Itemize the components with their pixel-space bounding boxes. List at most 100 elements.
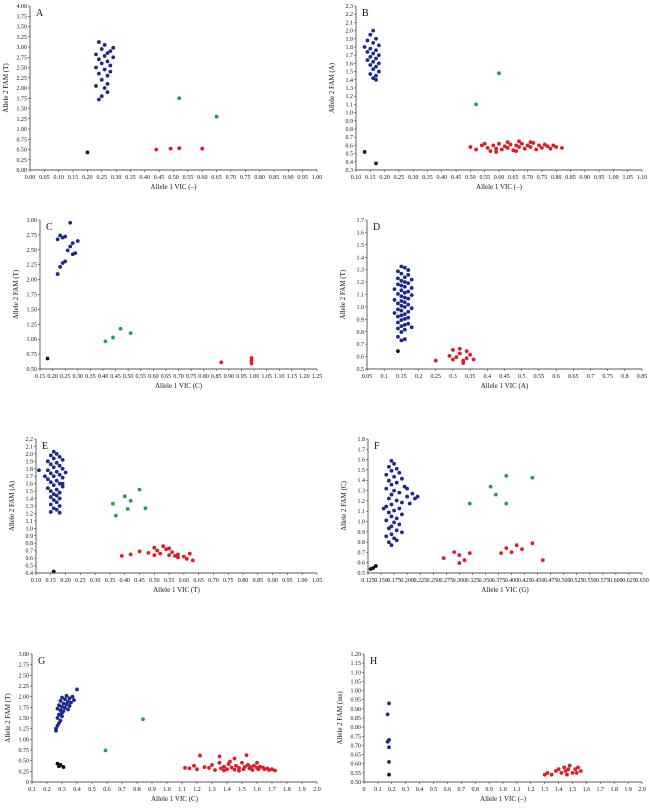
data-point-red [461,361,466,365]
data-point-blue [51,474,56,479]
data-point-blue [402,265,407,270]
y-tick-label: 1.8 [26,467,34,473]
data-point-blue [399,338,404,343]
x-tick-label: 0.75 [240,175,251,181]
y-tick-label: 1.20 [351,652,362,658]
data-point-blue [386,510,391,515]
data-point-blue [60,457,65,462]
data-point-red [554,145,559,149]
data-point-black [374,161,378,166]
x-tick-label: 0.65 [193,578,204,584]
x-tick-label: 0.7 [458,787,466,793]
data-point-blue [374,48,378,53]
x-tick-label: 0.85 [269,175,280,181]
x-tick-label: 0.20 [60,578,71,584]
data-point-red [222,764,226,769]
x-tick-label: 0.600 [609,578,623,584]
data-point-red [578,769,583,773]
data-point-blue [54,469,59,474]
data-point-red [462,558,467,562]
x-tick-label: 1.7 [268,787,276,793]
data-point-blue [392,508,396,513]
data-point-red [545,144,550,149]
y-tick-label: 1.4 [358,478,366,484]
y-tick-label: 1.25 [19,727,30,733]
data-point-green [128,498,133,503]
x-tick-label: 0.10 [351,175,362,181]
x-tick-label: 0.9 [148,787,156,793]
data-point-red [451,357,455,362]
y-tick-label: 1.2 [346,94,354,100]
x-tick-label: 0.350 [479,578,493,584]
data-point-green [493,492,498,497]
data-point-black [57,764,61,769]
x-tick-label: 1.8 [283,787,291,793]
data-point-red [228,759,232,764]
x-tick-label: 0.2 [43,787,51,793]
data-point-blue [365,38,370,43]
data-point-green [488,484,493,489]
data-point-red [249,361,254,366]
data-point-blue [394,480,399,485]
data-point-red [457,351,462,356]
data-point-blue [374,64,378,69]
data-point-red [494,150,499,154]
data-point-blue [399,299,404,303]
y-tick-label: 1.00 [17,127,28,133]
y-tick-label: 1.8 [346,45,354,51]
data-point-red [464,356,469,361]
data-point-red [190,558,195,563]
y-tick-label: 0.6 [26,556,34,562]
data-point-blue [54,507,59,512]
panel-letter: H [370,656,377,667]
x-tick-label: 0.45 [154,175,165,181]
data-point-blue [396,334,400,339]
y-tick-label: 0.8 [357,330,365,336]
data-point-black [45,356,50,361]
data-point-blue [111,55,116,60]
x-axis-label: Allele 1 VIC (A) [481,382,529,390]
y-tick-label: 0.90 [351,707,362,713]
x-tick-label: 0.00 [25,175,36,181]
data-point-blue [70,241,75,246]
data-point-green [177,96,182,101]
x-tick-label: 1.00 [297,578,308,584]
data-point-blue [45,486,50,491]
data-point-blue [368,72,373,76]
data-point-blue [42,474,47,479]
data-point-red [534,147,539,152]
data-point-red [519,141,524,146]
x-tick-label: 0.85 [637,374,648,380]
x-tick-label: 0.55 [183,175,194,181]
chart-panel-f: F 0.125 0.150 0.175 0.200 0.225 0.250 0.275 0.30… [340,437,649,594]
data-point-red [202,765,207,769]
y-tick-label: 0.75 [351,734,362,740]
data-point-green [103,748,108,753]
x-tick-label: 0.3 [402,787,410,793]
data-point-blue [371,76,376,81]
data-point-blue [57,504,62,508]
data-point-blue [392,536,396,541]
data-point-red [540,558,545,562]
x-tick-label: 1.20 [299,374,310,380]
x-tick-label: 0.6 [103,787,111,793]
data-point-red [508,142,513,147]
data-point-blue [392,474,396,479]
data-point-red [537,143,541,148]
data-point-green [497,71,501,76]
y-tick-label: 1.9 [26,459,34,465]
data-point-blue [396,320,400,325]
y-tick-label: 2.0 [346,29,354,35]
data-point-blue [376,43,381,48]
data-point-blue [399,294,404,299]
x-tick-label: 0.35 [105,578,116,584]
data-point-blue [376,61,381,66]
y-tick-label: 0.70 [351,743,362,749]
x-tick-label: 0.65 [508,175,519,181]
x-tick-label: 0.90 [224,374,235,380]
x-tick-label: 1.5 [238,787,246,793]
data-point-blue [399,324,404,328]
x-tick-label: 0.15 [46,578,57,584]
data-point-blue [75,239,80,243]
x-tick-label: 0.35 [125,175,136,181]
